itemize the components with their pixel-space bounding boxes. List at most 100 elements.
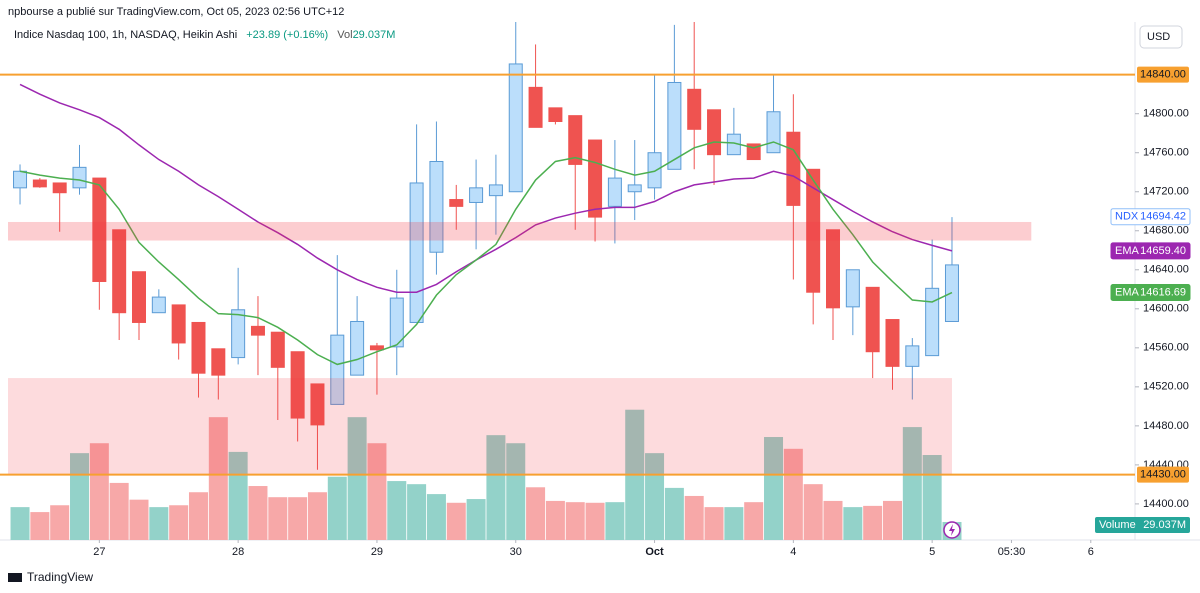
level-tag — [1137, 466, 1189, 483]
brand: TradingView — [27, 570, 93, 584]
candle-body — [72, 166, 87, 189]
x-tick-label: 5 — [929, 546, 935, 558]
ema-tag-name: EMA — [1115, 245, 1140, 257]
candle-body — [429, 160, 444, 253]
candle-body — [409, 182, 424, 323]
candle-body — [865, 286, 880, 353]
volume-bar — [30, 512, 50, 540]
currency[interactable]: USD — [1147, 31, 1170, 43]
ema-tag-value: 14659.40 — [1140, 245, 1186, 257]
candle-body — [151, 296, 166, 314]
volume-value: 29.037M — [353, 29, 396, 41]
level-tag — [1137, 66, 1189, 83]
candle-body — [627, 184, 642, 193]
candle-body — [369, 345, 384, 351]
candle-body — [52, 182, 67, 194]
volume-bar — [446, 502, 466, 540]
ema-tag-name: EMA — [1115, 286, 1140, 298]
candle-body — [231, 309, 246, 359]
candle-body — [806, 168, 821, 293]
candle-body — [607, 177, 622, 207]
candle-body — [171, 304, 186, 344]
price-zone — [8, 378, 952, 475]
candle-body — [548, 107, 563, 123]
x-tick-label: 05:30 — [998, 546, 1026, 558]
candle-body — [488, 184, 503, 197]
volume-bar — [565, 502, 585, 540]
ema-tag — [1110, 242, 1191, 260]
volume-bar — [605, 502, 625, 540]
level-label: 14430.00 — [1140, 469, 1186, 481]
candle-body — [250, 325, 265, 336]
volume-bar — [327, 476, 347, 540]
brand-logo — [8, 573, 22, 582]
candle-body — [290, 351, 305, 419]
legend: Indice Nasdaq 100, 1h, NASDAQ, Heikin As… — [14, 29, 395, 41]
volume-bar — [10, 507, 30, 540]
candle-body — [310, 383, 325, 426]
ndx-tag-name: NDX — [1115, 211, 1139, 223]
candle-body — [568, 115, 583, 165]
volume-bar — [387, 481, 407, 540]
volume-tag — [1095, 517, 1190, 533]
ema-tag-value: 14616.69 — [1140, 286, 1186, 298]
x-tick-label: 4 — [790, 546, 796, 558]
symbol-title: Indice Nasdaq 100, 1h, NASDAQ, Heikin As… — [14, 29, 237, 41]
candle-body — [647, 152, 662, 189]
y-tick-label: 14520.00 — [1143, 381, 1189, 393]
candle-body — [528, 86, 543, 128]
candle-body — [350, 320, 365, 376]
volume-bar — [407, 484, 427, 540]
y-tick-label: 14640.00 — [1143, 264, 1189, 276]
candle-body — [707, 109, 722, 156]
volume-bar — [684, 495, 704, 540]
currency-box[interactable] — [1139, 25, 1183, 49]
ndx-tag — [1110, 208, 1191, 226]
y-tick-label: 14680.00 — [1143, 225, 1189, 237]
volume-bar — [664, 487, 684, 540]
alert-icon-bolt — [948, 524, 955, 536]
volume-bar — [882, 500, 902, 540]
x-tick-label: 6 — [1088, 546, 1094, 558]
volume-bar — [803, 484, 823, 540]
volume-bar — [268, 497, 288, 540]
volume-bar — [704, 507, 724, 540]
volume-bar — [367, 443, 387, 540]
candle-body — [330, 334, 345, 405]
x-tick-label: Oct — [645, 546, 664, 558]
volume-tag-value: 29.037M — [1143, 519, 1186, 531]
volume-bar — [129, 499, 149, 540]
x-tick-label: 27 — [93, 546, 105, 558]
candle-body — [13, 170, 28, 189]
candle-body — [32, 179, 47, 188]
candle-body — [112, 229, 127, 314]
volume-bar — [248, 486, 268, 540]
candle-body — [786, 131, 801, 206]
candle-body — [508, 63, 523, 193]
ndx-tag-value: 14694.42 — [1140, 211, 1186, 223]
x-tick-label: 29 — [371, 546, 383, 558]
volume-bar — [585, 502, 605, 540]
volume-bar — [50, 505, 70, 540]
y-tick-label: 14400.00 — [1143, 498, 1189, 510]
y-tick-label: 14480.00 — [1143, 420, 1189, 432]
plot — [8, 22, 1032, 540]
volume-bar — [783, 448, 803, 540]
y-tick-label: 14760.00 — [1143, 147, 1189, 159]
volume-bar — [843, 507, 863, 540]
candle-body — [270, 331, 285, 368]
volume-bar — [109, 482, 129, 540]
candle-body — [826, 229, 841, 309]
candle-body — [131, 271, 146, 323]
y-tick-label: 14600.00 — [1143, 303, 1189, 315]
volume-tag-name: Volume — [1099, 519, 1136, 531]
price-change: +23.89 (+0.16%) — [246, 29, 328, 41]
y-tick-label: 14560.00 — [1143, 342, 1189, 354]
volume-bar — [466, 499, 486, 540]
candle-body — [687, 88, 702, 130]
candle-body — [449, 199, 464, 207]
volume-bar — [902, 427, 922, 540]
volume-bar — [426, 494, 446, 540]
candle-body — [925, 287, 940, 357]
